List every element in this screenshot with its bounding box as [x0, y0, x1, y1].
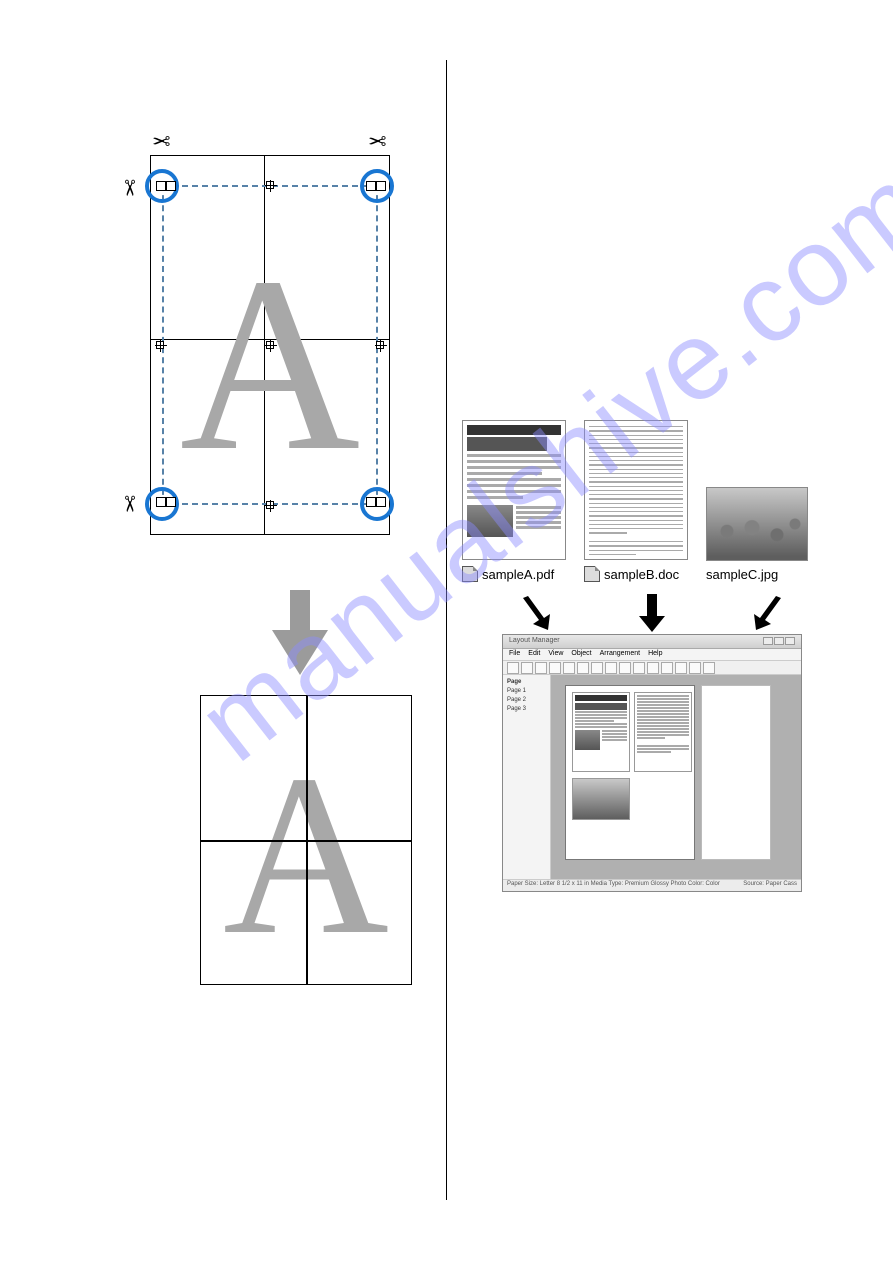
column-divider [446, 60, 447, 1200]
doc-icon [584, 566, 600, 582]
window-menubar: File Edit View Object Arrangement Help [503, 649, 801, 661]
reg-mark [266, 341, 274, 349]
layout-manager-window: Layout Manager File Edit View Object Arr… [502, 634, 802, 892]
scissors-icon: ✂ [116, 495, 142, 513]
sample-a-filename: sampleA.pdf [482, 567, 554, 582]
sample-file-b: sampleB.doc [584, 420, 688, 582]
sample-b-thumb [584, 420, 688, 560]
placed-doc-a [572, 692, 630, 772]
sample-b-filename: sampleB.doc [604, 567, 679, 582]
toolbar-btn-icon [507, 662, 519, 674]
crop-handle [376, 181, 386, 191]
toolbar-btn-icon [577, 662, 589, 674]
window-canvas [551, 675, 801, 879]
crop-handle [376, 497, 386, 507]
menu-item: Help [648, 650, 662, 659]
arrow-to-app-icon [520, 592, 560, 632]
result-divider-h [201, 840, 411, 842]
toolbar-btn-icon [689, 662, 701, 674]
reg-mark [376, 341, 384, 349]
toolbar-btn-icon [675, 662, 687, 674]
menu-item: Edit [528, 650, 540, 659]
toolbar-btn-icon [521, 662, 533, 674]
window-side-panel: Page Page 1 Page 2 Page 3 [503, 675, 551, 879]
sample-c-filename: sampleC.jpg [706, 567, 778, 582]
crop-handle [156, 181, 166, 191]
status-text-right: Source: Paper Cass [743, 881, 797, 890]
arrow-to-app-icon [744, 592, 784, 632]
crop-handle [366, 497, 376, 507]
pdf-icon [462, 566, 478, 582]
toolbar-btn-icon [647, 662, 659, 674]
crop-handle [156, 497, 166, 507]
toolbar-btn-icon [605, 662, 617, 674]
toolbar-btn-icon [703, 662, 715, 674]
menu-item: Arrangement [600, 650, 640, 659]
arrow-to-app-icon [637, 592, 667, 632]
scissors-icon: ✂ [368, 127, 386, 153]
canvas-sheet-next [701, 685, 771, 860]
placed-image-c [572, 778, 630, 820]
window-toolbar [503, 661, 801, 675]
window-close-icon [785, 637, 795, 645]
canvas-sheet [565, 685, 695, 860]
window-titlebar: Layout Manager [503, 635, 801, 649]
sample-a-thumb [462, 420, 566, 560]
reg-mark [266, 181, 274, 189]
crop-handle [166, 181, 176, 191]
status-text-left: Paper Size: Letter 8 1/2 x 11 in Media T… [507, 881, 720, 890]
reg-mark [156, 341, 164, 349]
window-title: Layout Manager [509, 637, 560, 646]
side-panel-item: Page 3 [507, 706, 546, 712]
arrow-down-icon [270, 590, 330, 675]
window-min-icon [763, 637, 773, 645]
menu-item: File [509, 650, 520, 659]
window-max-icon [774, 637, 784, 645]
sample-c-thumb [706, 487, 808, 561]
menu-item: View [548, 650, 563, 659]
toolbar-btn-icon [535, 662, 547, 674]
scissors-icon: ✂ [152, 127, 170, 153]
crop-handle [366, 181, 376, 191]
toolbar-btn-icon [619, 662, 631, 674]
menu-item: Object [571, 650, 591, 659]
window-statusbar: Paper Size: Letter 8 1/2 x 11 in Media T… [503, 879, 801, 891]
placed-doc-b [634, 692, 692, 772]
toolbar-btn-icon [661, 662, 673, 674]
side-panel-item: Page 2 [507, 697, 546, 703]
poster-crop-diagram: A [150, 155, 390, 535]
scissors-icon: ✂ [116, 179, 142, 197]
reg-mark [266, 501, 274, 509]
sample-file-a: sampleA.pdf [462, 420, 566, 582]
crop-handle [166, 497, 176, 507]
side-panel-item: Page 1 [507, 688, 546, 694]
toolbar-btn-icon [633, 662, 645, 674]
poster-result: A [200, 695, 412, 985]
side-panel-heading: Page [507, 679, 546, 685]
sample-file-c: sampleC.jpg [706, 487, 808, 582]
toolbar-btn-icon [563, 662, 575, 674]
toolbar-btn-icon [549, 662, 561, 674]
toolbar-btn-icon [591, 662, 603, 674]
layout-manager-diagram: sampleA.pdf sample [462, 420, 842, 892]
